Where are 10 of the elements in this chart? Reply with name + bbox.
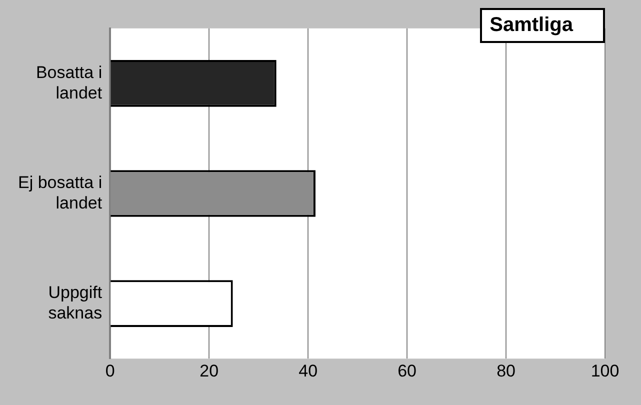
x-tick-label: 20 <box>200 361 219 380</box>
y-tick-label: Uppgift saknas <box>48 283 102 322</box>
y-tick-label: Bosatta i landet <box>36 62 102 102</box>
chart-title: Samtliga <box>480 8 605 43</box>
y-tick-label: Ej bosatta i landet <box>18 172 102 212</box>
x-tick-label: 100 <box>590 361 620 380</box>
x-tick-label: 80 <box>496 361 516 380</box>
x-tick-label: 0 <box>105 361 115 380</box>
x-tick-label: 40 <box>298 361 318 380</box>
x-tick-label: 60 <box>398 361 416 380</box>
